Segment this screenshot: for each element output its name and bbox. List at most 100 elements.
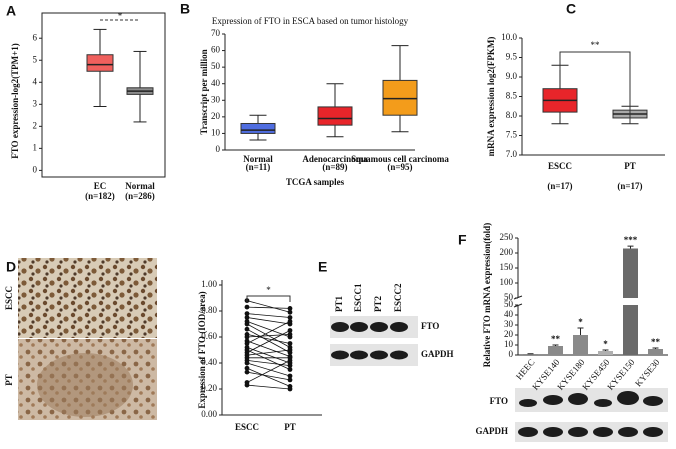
y-tick-label: 0.60 (201, 331, 217, 341)
y-tick-label: 6 (33, 32, 38, 42)
y-tick-label: 10.0 (501, 32, 517, 42)
y-tick-label: 40 (504, 309, 514, 319)
bar (573, 335, 588, 355)
y-tick-label: 50 (504, 292, 514, 302)
n-label: (n=89) (322, 162, 347, 172)
y-axis-label: FTO expression-log2(TPM+1) (10, 43, 20, 159)
point (287, 315, 293, 320)
y-tick-label: 0 (33, 164, 38, 174)
significance-label: * (266, 285, 271, 295)
pair-line (246, 306, 291, 309)
x-tick-label: PT (624, 161, 636, 171)
pair-line (246, 360, 291, 366)
panel-letter: F (458, 232, 467, 248)
y-tick-label: 0 (509, 349, 514, 359)
significance-bracket (559, 51, 631, 124)
point (287, 373, 293, 379)
n-label: (n=95) (387, 162, 412, 172)
x-axis-label: TCGA samples (286, 177, 345, 187)
point (244, 315, 250, 320)
y-tick-label: 150 (500, 262, 514, 272)
bar-upper (623, 248, 638, 298)
point (244, 304, 250, 310)
box (382, 79, 418, 116)
lane-label: PT1 (334, 295, 344, 312)
point (244, 341, 250, 346)
y-tick-label: 60 (211, 45, 221, 55)
pair-line (246, 300, 291, 313)
error-bar (627, 245, 634, 249)
lane-label: ESCC1 (353, 283, 363, 312)
point (244, 326, 250, 332)
box (240, 122, 276, 134)
y-tick-label: 1.00 (201, 279, 217, 289)
point (287, 306, 293, 311)
blot-strip (515, 388, 668, 412)
significance-label: ** (651, 337, 661, 347)
row-label: GAPDH (476, 426, 509, 436)
micrograph-feature (37, 353, 133, 417)
n-label: (n=17) (547, 181, 572, 191)
lane-label: PT2 (373, 295, 383, 312)
y-tick-label: 7.5 (506, 130, 518, 140)
blot-bands (331, 322, 408, 360)
micrograph (18, 258, 157, 338)
blot-bands (518, 391, 663, 437)
x-tick-label: EC (94, 181, 107, 191)
error-bar (552, 344, 559, 346)
point (244, 382, 250, 388)
y-tick-label: 50 (211, 61, 221, 71)
y-tick-label: 250 (500, 232, 514, 242)
y-tick-label: 20 (211, 111, 221, 121)
panel-letter: A (6, 3, 16, 19)
y-tick-label: 3 (33, 98, 38, 108)
panel-letter: D (6, 259, 16, 275)
chart-title: Expression of FTO in ESCA based on tumor… (212, 16, 409, 26)
y-tick-label: 10 (211, 127, 221, 137)
y-tick-label: 30 (211, 94, 221, 104)
point (244, 321, 250, 327)
y-axis-label: Relative FTO mRNA expression(fold) (482, 223, 492, 367)
point (287, 347, 293, 353)
x-tick-label: ESCC (548, 161, 572, 171)
y-axis-label: Expression of FTO (IOD/area) (197, 291, 207, 408)
y-tick-label: 30 (504, 319, 514, 329)
bar (523, 354, 538, 355)
pair-line (246, 384, 291, 390)
point (244, 365, 250, 371)
point (287, 377, 293, 383)
panel-letter: B (180, 1, 190, 17)
y-tick-label: 0.00 (201, 409, 217, 419)
y-tick-label: 4 (33, 76, 38, 86)
pair-line (246, 334, 291, 344)
x-tick-label: KYSE30 (633, 357, 662, 389)
point (287, 367, 293, 372)
point (287, 341, 293, 346)
significance-label: ** (591, 40, 601, 50)
y-tick-label: 40 (211, 78, 221, 88)
point (244, 311, 250, 316)
error-bar (652, 347, 659, 349)
image-label: ESCC (4, 286, 14, 310)
point (287, 363, 293, 368)
point (287, 386, 293, 392)
x-tick-label: HEEC (514, 357, 537, 381)
box (86, 54, 114, 72)
y-tick-label: 200 (500, 247, 514, 257)
x-tick-label: KYSE150 (605, 357, 637, 392)
blot-strip (515, 422, 668, 442)
lane-label: ESCC2 (393, 283, 403, 312)
y-tick-label: 8.0 (506, 110, 518, 120)
point (244, 334, 250, 340)
point (244, 369, 250, 375)
y-axis-label: Transcript per million (199, 49, 209, 134)
bar (548, 346, 563, 355)
pair-line (246, 334, 291, 338)
y-tick-label: 0 (216, 144, 221, 154)
row-label: FTO (421, 321, 439, 331)
pair-line (246, 317, 291, 325)
significance-label: * (603, 339, 608, 349)
pair-line (246, 349, 291, 356)
pair-line (246, 313, 291, 318)
